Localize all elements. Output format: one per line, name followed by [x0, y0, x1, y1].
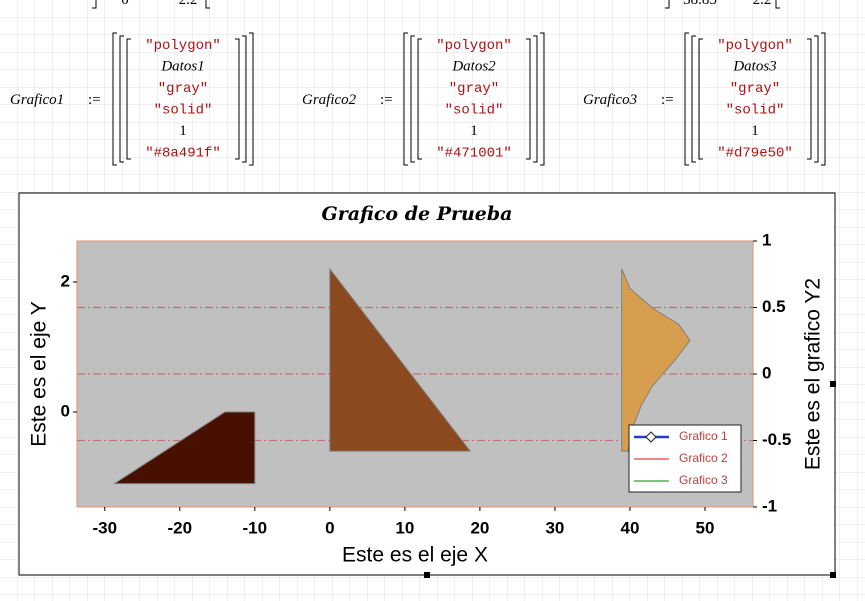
bracket	[540, 32, 545, 166]
bracket	[533, 35, 538, 163]
x-tick-label: -20	[167, 518, 192, 537]
matrix-cell: 1	[751, 123, 759, 139]
bracket	[814, 35, 819, 163]
chart: Grafico de Prueba-30 -20 -10 0 10 20 30 40 5002-…	[28, 203, 825, 567]
matrix-cell: "gray"	[449, 81, 499, 97]
x-tick-label: 30	[545, 518, 564, 537]
matrix-cell: "solid"	[445, 103, 504, 119]
assign-operator: :=	[661, 92, 674, 108]
matrix-cell: "solid"	[154, 103, 213, 119]
definitions: Grafico1 := "polygon" Datos1 "gray" "solid" 1 "…	[10, 32, 826, 166]
x-tick-label: 50	[696, 518, 715, 537]
assign-operator: :=	[380, 92, 393, 108]
matrix-cell: 1	[470, 123, 478, 139]
matrix-cell: 2.2	[753, 0, 772, 8]
chart-title: Grafico de Prueba	[321, 203, 512, 225]
matrix-cell: Datos3	[732, 59, 776, 75]
bracket	[235, 38, 240, 160]
bracket	[665, 0, 670, 9]
bracket	[119, 35, 124, 163]
x-tick-label: -10	[243, 518, 268, 537]
matrix-cell: 1	[179, 123, 187, 139]
bracket	[821, 32, 826, 166]
data-polygon	[621, 268, 691, 452]
x-tick-label: 0	[325, 518, 334, 537]
matrix-cell: "polygon"	[145, 38, 221, 54]
y2-tick-label: -1	[762, 496, 777, 515]
matrix-cell: "#8a491f"	[145, 146, 221, 162]
bracket	[112, 32, 117, 166]
data-polygon	[112, 411, 256, 485]
legend-label: Grafico 3	[679, 473, 728, 487]
matrix-cell: "gray"	[730, 81, 780, 97]
y2-tick-label: -0.5	[762, 430, 791, 449]
y2-tick-label: 0	[762, 363, 771, 382]
bracket	[698, 38, 703, 160]
y-tick-label: 2	[61, 271, 70, 290]
bracket	[807, 38, 812, 160]
y-tick-label: 0	[61, 402, 70, 421]
resize-handle[interactable]	[830, 381, 836, 387]
matrix-cell: 0	[121, 0, 129, 8]
matrix-cell: "solid"	[726, 103, 785, 119]
x-axis-label: Este es el eje X	[342, 544, 488, 567]
x-tick-label: -30	[92, 518, 117, 537]
assign-operator: :=	[88, 92, 101, 108]
matrix-cell: "polygon"	[436, 38, 512, 54]
matrix-cell: "polygon"	[717, 38, 793, 54]
legend-label: Grafico 2	[679, 451, 728, 465]
y2-tick-label: 0.5	[762, 297, 786, 316]
data-polygon	[329, 267, 472, 452]
bracket	[249, 32, 254, 166]
x-tick-label: 40	[620, 518, 639, 537]
legend-marker	[645, 431, 657, 443]
bracket	[691, 35, 696, 163]
bracket	[775, 0, 780, 9]
bracket	[526, 38, 531, 160]
matrix-cell: Datos1	[160, 59, 204, 75]
x-tick-label: 20	[470, 518, 489, 537]
bracket	[92, 0, 97, 9]
y-axis-label: Este es el eje Y	[28, 301, 51, 447]
bracket	[417, 38, 422, 160]
y2-tick-label: 1	[762, 230, 771, 249]
legend-label: Grafico 1	[679, 429, 728, 443]
y2-axis-label: Este es el grafico Y2	[802, 278, 825, 470]
bracket	[242, 35, 247, 163]
variable-name: Grafico2	[302, 92, 357, 108]
matrix-cell: 2.2	[179, 0, 198, 8]
variable-name: Grafico3	[583, 92, 637, 108]
bracket	[205, 0, 210, 9]
bracket	[126, 38, 131, 160]
top-fragments: 0 2.2 38.85 2.2	[92, 0, 780, 9]
variable-name: Grafico1	[10, 92, 64, 108]
matrix-cell: "gray"	[158, 81, 208, 97]
matrix-cell: "#d79e50"	[717, 146, 793, 162]
resize-handle[interactable]	[830, 572, 836, 578]
matrix-cell: 38.85	[683, 0, 717, 8]
x-tick-label: 10	[395, 518, 414, 537]
resize-handle[interactable]	[424, 572, 430, 578]
matrix-cell: "#471001"	[436, 146, 512, 162]
bracket	[410, 35, 415, 163]
bracket	[684, 32, 689, 166]
matrix-cell: Datos2	[451, 59, 496, 75]
bracket	[403, 32, 408, 166]
